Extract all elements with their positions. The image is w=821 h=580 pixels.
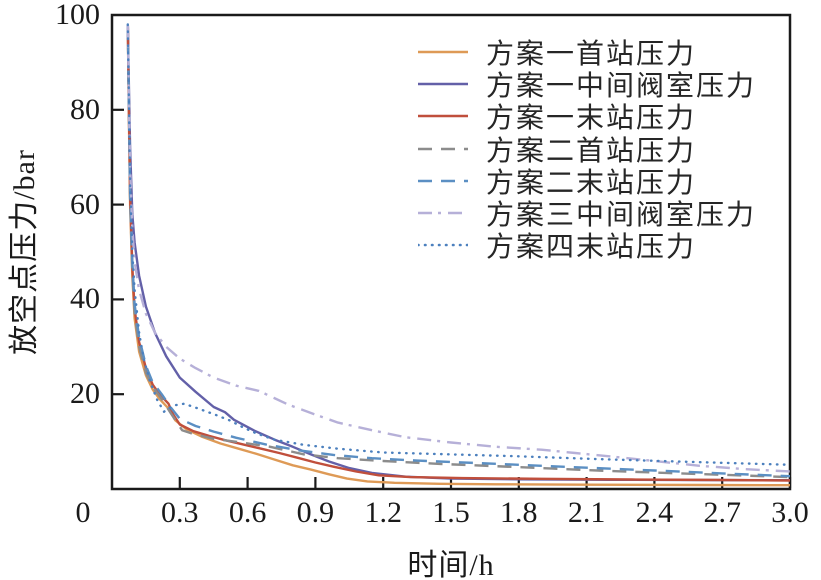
legend-item-plan1-end-station: 方案一末站压力 [418,100,756,134]
legend-label-plan1-mid-valve: 方案一中间阀室压力 [486,71,757,103]
y-tick-label-40: 40 [70,282,100,316]
x-tick-label-0.6: 0.6 [228,496,267,529]
y-axis-title: 放空点压力/bar [8,149,41,355]
legend-line-sample-plan1-first-station [418,50,468,54]
legend-line-sample-plan4-end-station [418,243,468,247]
series-line-plan2-first-station [126,24,791,479]
x-tick-label-2.7: 2.7 [703,496,741,529]
series-lines [126,23,791,487]
x-axis-title: 时间/h [407,549,495,580]
legend-item-plan4-end-station: 方案四末站压力 [418,229,756,263]
x-tick-label-2.4: 2.4 [635,496,674,529]
x-tick-label-1.8: 1.8 [500,496,538,529]
legend-line-sample-plan1-mid-valve [418,82,468,86]
legend-item-plan2-first-station: 方案二首站压力 [418,133,756,167]
legend-line-sample-plan2-first-station [418,147,468,150]
y-tick-label-100: 100 [55,0,100,31]
plot-border [110,13,792,491]
legend-label-plan1-first-station: 方案一首站压力 [486,39,697,71]
x-tick-label-3.0: 3.0 [771,496,809,529]
legend-label-plan2-end-station: 方案二末站压力 [486,167,697,199]
series-line-plan4-end-station [126,23,791,466]
legend: 方案一首站压力 方案一中间阀室压力 方案一末站压力 方案二首站压力 方案二末站压力 方案三… [418,36,756,263]
legend-item-plan1-mid-valve: 方案一中间阀室压力 [418,68,756,102]
series-line-plan3-mid-valve [126,24,791,473]
y-tick-label-60: 60 [70,187,100,221]
legend-label-plan4-end-station: 方案四末站压力 [486,232,697,264]
legend-item-plan1-first-station: 方案一首站压力 [418,36,756,70]
legend-line-sample-plan1-end-station [418,115,468,118]
x-tick-label-1.2: 1.2 [364,496,402,529]
legend-item-plan3-mid-valve: 方案三中间阀室压力 [418,197,756,231]
y-tick-label-80: 80 [70,92,100,126]
legend-item-plan2-end-station: 方案二末站压力 [418,165,756,199]
x-tick-label-1.5: 1.5 [432,496,470,529]
x-tick-label-0: 0 [75,496,91,529]
y-tick-label-20: 20 [70,377,100,411]
legend-label-plan2-first-station: 方案二首站压力 [486,135,697,167]
x-tick-label-0.3: 0.3 [161,496,199,529]
legend-line-sample-plan3-mid-valve [418,211,468,215]
x-tick-label-0.9: 0.9 [296,496,335,529]
legend-line-sample-plan2-end-station [418,179,468,183]
x-tick-label-2.1: 2.1 [567,496,606,529]
legend-label-plan3-mid-valve: 方案三中间阀室压力 [486,200,757,232]
legend-label-plan1-end-station: 方案一末站压力 [486,103,697,135]
